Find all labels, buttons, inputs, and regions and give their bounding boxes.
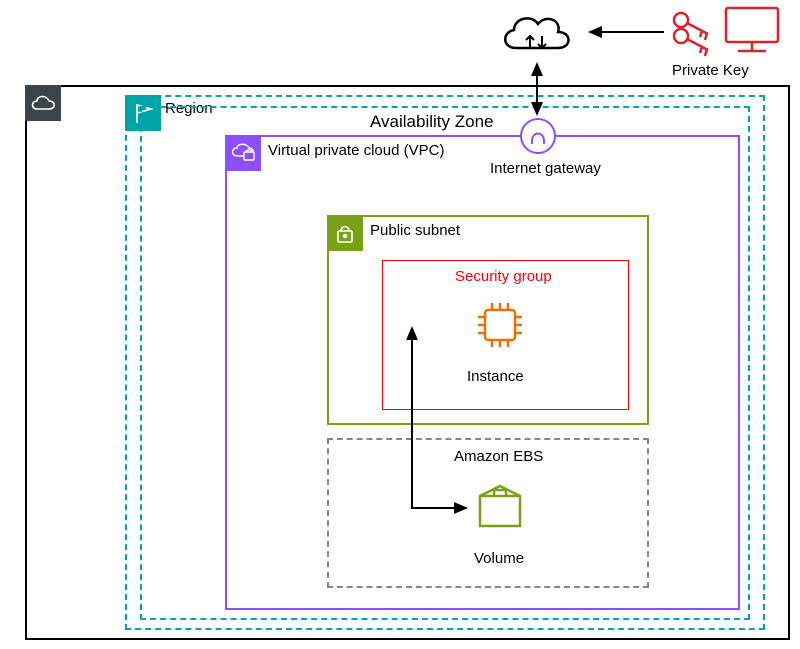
instance-icon (470, 295, 530, 360)
vpc-badge (225, 135, 261, 171)
diagram-canvas: Private Key Region Availability Zone Vir… (0, 0, 800, 649)
instance-label: Instance (467, 368, 524, 385)
internet-gateway-label: Internet gateway (490, 160, 601, 177)
private-key-label: Private Key (672, 62, 749, 79)
key-icon (670, 6, 718, 54)
ebs-label: Amazon EBS (454, 448, 543, 465)
public-subnet-label: Public subnet (370, 222, 460, 239)
volume-label: Volume (474, 550, 524, 567)
internet-cloud-icon (496, 8, 576, 69)
availability-zone-label: Availability Zone (370, 112, 493, 132)
internet-gateway-icon (520, 118, 556, 154)
public-subnet-badge (327, 215, 363, 251)
volume-icon (470, 478, 530, 543)
vpc-label: Virtual private cloud (VPC) (268, 142, 444, 159)
security-group-label: Security group (455, 268, 552, 285)
aws-cloud-badge (25, 85, 61, 121)
monitor-icon (722, 4, 782, 61)
private-key-group (670, 6, 718, 59)
